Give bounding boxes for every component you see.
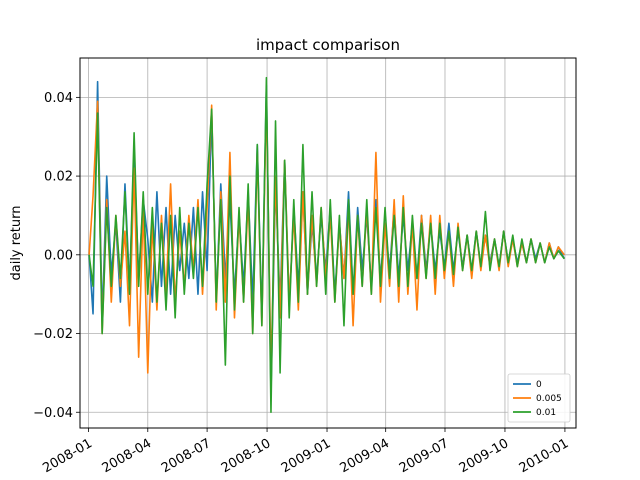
legend-box xyxy=(507,373,571,423)
legend-entry-1: 0.005 xyxy=(536,394,562,404)
legend-entry-2: 0.01 xyxy=(536,408,556,418)
y-tick-label: −0.02 xyxy=(33,327,73,342)
plot-area xyxy=(88,76,565,414)
y-axis: −0.04 −0.02 0.00 0.02 0.04 xyxy=(33,91,80,421)
legend: 0 0.005 0.01 xyxy=(507,373,571,423)
y-tick-label: 0.02 xyxy=(44,170,73,185)
chart-title: impact comparison xyxy=(256,36,400,54)
y-axis-label: daily return xyxy=(9,205,24,280)
y-tick-label: −0.04 xyxy=(33,406,73,421)
y-tick-label: 0.00 xyxy=(44,248,73,263)
grid xyxy=(80,58,576,428)
y-tick-label: 0.04 xyxy=(44,91,73,106)
series-line-2 xyxy=(88,76,565,414)
axes-frame xyxy=(79,57,577,429)
legend-entry-0: 0 xyxy=(536,380,542,390)
